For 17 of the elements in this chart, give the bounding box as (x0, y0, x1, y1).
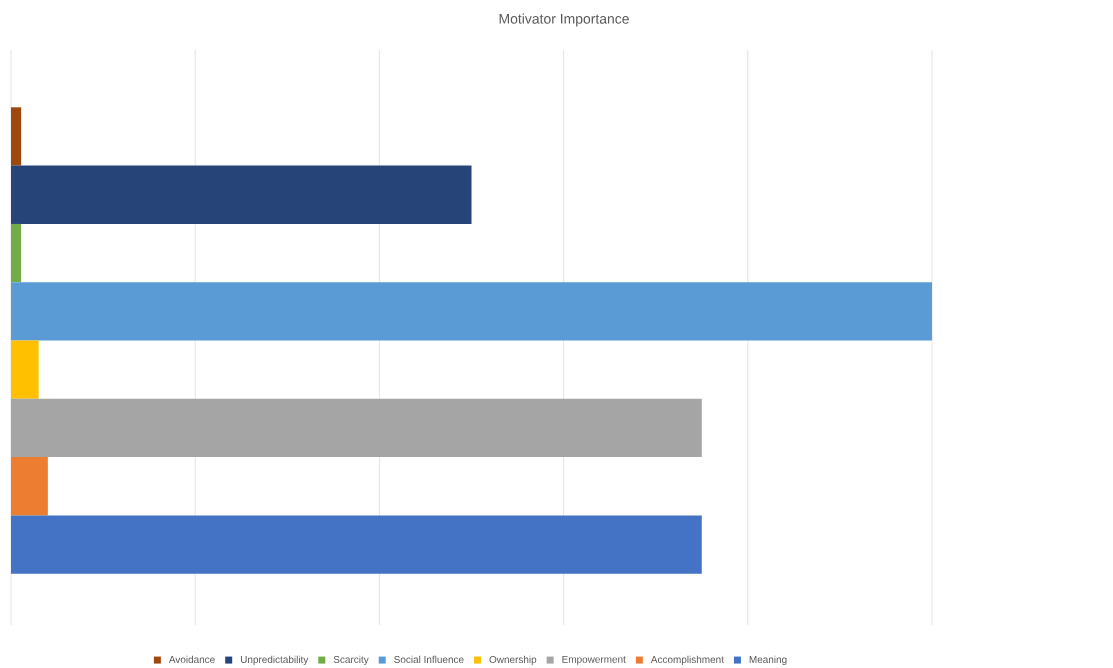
legend-label: Empowerment (562, 655, 626, 665)
bar (11, 515, 702, 574)
bar (11, 107, 22, 166)
chart-title: Motivator Importance (499, 13, 629, 27)
legend-label: Avoidance (168, 655, 215, 664)
bar (11, 457, 48, 516)
legend-label: Unpredictability (240, 655, 309, 665)
bar (11, 340, 39, 399)
bar (11, 223, 22, 283)
bar (11, 165, 472, 224)
bar (11, 282, 933, 341)
legend-label: Social Influence (394, 655, 464, 664)
legend-label: Scarcity (333, 655, 369, 665)
legend-label: Ownership (489, 655, 537, 665)
legend-label: Accomplishment (650, 655, 724, 665)
bar (11, 398, 702, 458)
legend-label: Meaning (749, 655, 787, 665)
